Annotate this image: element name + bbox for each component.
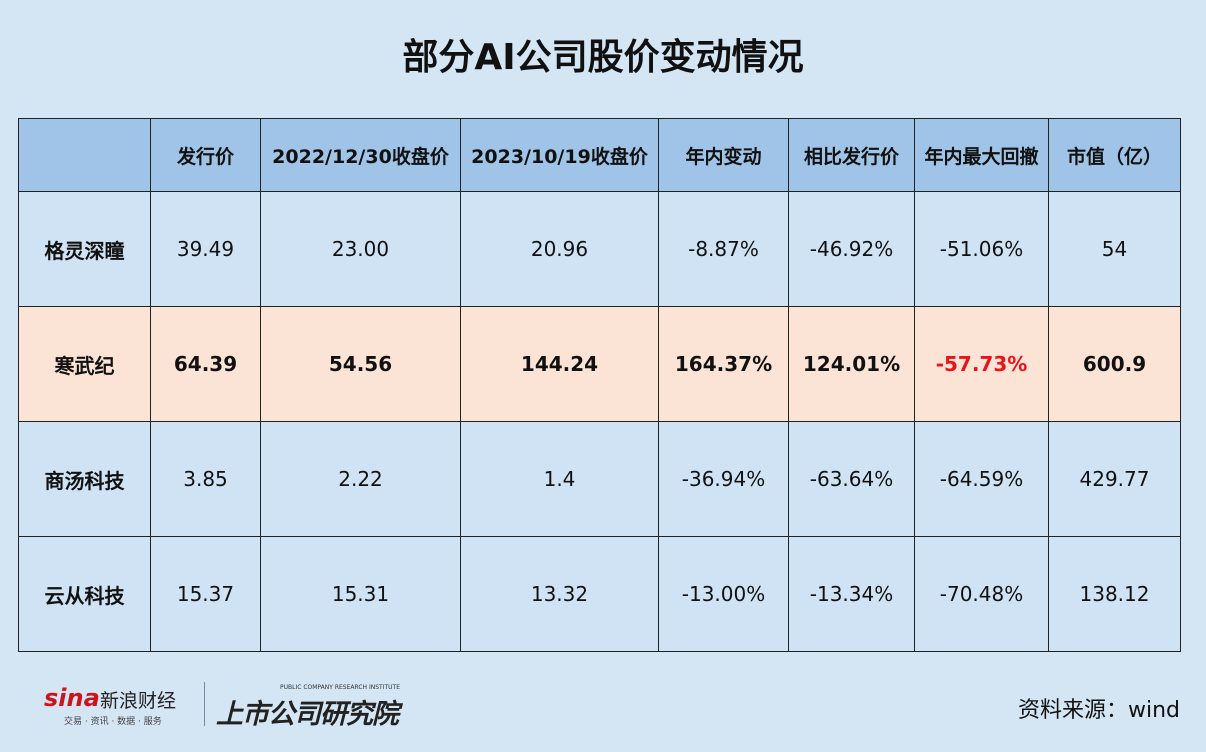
cell: -13.00% <box>658 536 789 652</box>
cell: -70.48% <box>914 536 1049 652</box>
header-cell: 市值（亿） <box>1048 118 1181 192</box>
stock-table: 发行价 2022/12/30收盘价 2023/10/19收盘价 年内变动 相比发行价 年内… <box>18 118 1181 652</box>
cell: -63.64% <box>788 421 915 537</box>
cell: 54.56 <box>260 306 461 422</box>
cell: 144.24 <box>460 306 659 422</box>
cell: 600.9 <box>1048 306 1181 422</box>
header-cell: 2023/10/19收盘价 <box>460 118 659 192</box>
cell: 138.12 <box>1048 536 1181 652</box>
cell: 2.22 <box>260 421 461 537</box>
header-cell: 2022/12/30收盘价 <box>260 118 461 192</box>
table-row: 格灵深瞳 39.49 23.00 20.96 -8.87% -46.92% -51.06% 5… <box>18 191 1181 307</box>
company-name: 云从科技 <box>18 536 151 652</box>
cell: 429.77 <box>1048 421 1181 537</box>
institute-cn: 上市公司研究院 <box>216 699 399 730</box>
table-row: 商汤科技 3.85 2.22 1.4 -36.94% -63.64% -64.59% 429.… <box>18 421 1181 537</box>
institute-en: PUBLIC COMPANY RESEARCH INSTITUTE <box>280 684 400 691</box>
title: 部分AI公司股价变动情况 <box>402 37 804 78</box>
table-body: 格灵深瞳 39.49 23.00 20.96 -8.87% -46.92% -51.06% 5… <box>18 191 1181 652</box>
logo-name: 新浪财经 <box>100 690 177 712</box>
cell: 15.31 <box>260 536 461 652</box>
cell: -13.34% <box>788 536 915 652</box>
header-cell: 发行价 <box>150 118 261 192</box>
cell: -64.59% <box>914 421 1049 537</box>
cell: 64.39 <box>150 306 261 422</box>
cell: 1.4 <box>460 421 659 537</box>
company-name: 格灵深瞳 <box>18 191 151 307</box>
divider <box>204 682 205 726</box>
header-row: 发行价 2022/12/30收盘价 2023/10/19收盘价 年内变动 相比发行价 年内… <box>18 118 1181 192</box>
header-cell: 年内最大回撤 <box>914 118 1049 192</box>
cell: -36.94% <box>658 421 789 537</box>
cell: -57.73% <box>914 306 1049 422</box>
company-name: 商汤科技 <box>18 421 151 537</box>
cell: -8.87% <box>658 191 789 307</box>
sina-logo: sina <box>44 684 100 712</box>
source: 资料来源：wind <box>1017 698 1180 723</box>
header-cell <box>18 118 151 192</box>
table-row: 云从科技 15.37 15.31 13.32 -13.00% -13.34% -70.48%… <box>18 536 1181 652</box>
header-cell: 相比发行价 <box>788 118 915 192</box>
cell: 13.32 <box>460 536 659 652</box>
header-cell: 年内变动 <box>658 118 789 192</box>
cell: -46.92% <box>788 191 915 307</box>
cell: 164.37% <box>658 306 789 422</box>
logo-slogan: 交易 · 资讯 · 数据 · 服务 <box>64 717 162 727</box>
cell: -51.06% <box>914 191 1049 307</box>
cell: 124.01% <box>788 306 915 422</box>
cell: 23.00 <box>260 191 461 307</box>
logos: sina 新浪财经 交易 · 资讯 · 数据 · 服务 PUBLIC COMPA… <box>44 680 444 730</box>
company-name: 寒武纪 <box>18 306 151 422</box>
table-row: 寒武纪 64.39 54.56 144.24 164.37% 124.01% -57.73%… <box>18 306 1181 422</box>
cell: 20.96 <box>460 191 659 307</box>
cell: 54 <box>1048 191 1181 307</box>
cell: 15.37 <box>150 536 261 652</box>
cell: 39.49 <box>150 191 261 307</box>
cell: 3.85 <box>150 421 261 537</box>
